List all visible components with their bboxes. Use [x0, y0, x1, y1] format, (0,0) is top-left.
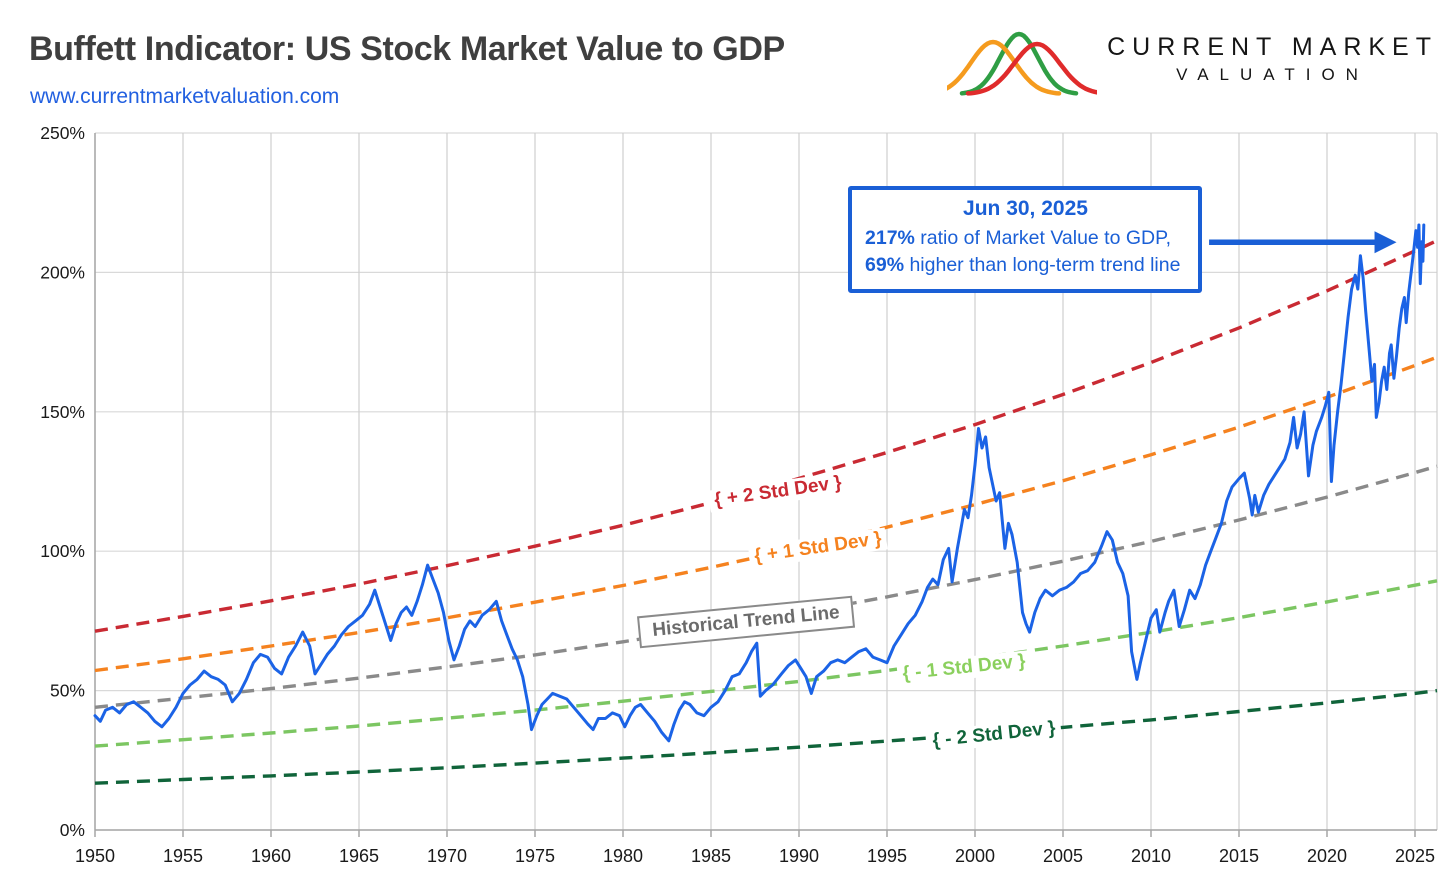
x-tick-label: 1955 [163, 846, 203, 866]
bell-curve [947, 39, 1062, 96]
x-tick-label: 1975 [515, 846, 555, 866]
annotation-date: Jun 30, 2025 [963, 197, 1088, 220]
x-tick-label: 1985 [691, 846, 731, 866]
annotation-line2-text: higher than long-term trend line [904, 253, 1181, 276]
series-line-historical-trend-line [94, 464, 1438, 709]
x-tick-label: 1970 [427, 846, 467, 866]
x-tick-label: 1990 [779, 846, 819, 866]
x-tick-label: 2005 [1043, 846, 1083, 866]
annotation-line1-value: 217% [865, 227, 915, 249]
x-tick-label: 2025 [1395, 846, 1435, 866]
series-line--1-std-dev [94, 579, 1438, 748]
logo-text: CURRENT MARKET VALUATION [1107, 33, 1438, 85]
x-tick-label: 2015 [1219, 846, 1259, 866]
series-line--2-std-dev [94, 239, 1438, 633]
x-tick-label: 2020 [1307, 846, 1347, 866]
y-tick-label: 250% [40, 123, 85, 143]
site-url-link[interactable]: www.currentmarketvaluation.com [30, 85, 340, 108]
x-tick-label: 1960 [251, 846, 291, 866]
x-tick-label: 1995 [867, 846, 907, 866]
y-tick-label: 200% [40, 262, 85, 282]
annotation-arrow-head [1374, 231, 1397, 254]
y-tick-label: 50% [50, 681, 85, 701]
x-tick-label: 1965 [339, 846, 379, 866]
annotation-line1: 217% ratio of Market Value to GDP, [865, 225, 1186, 252]
annotation-line2-value: 69% [865, 253, 905, 276]
page-title: Buffett Indicator: US Stock Market Value… [29, 30, 785, 68]
series-line-buffett-indicator [93, 223, 1426, 743]
y-tick-label: 150% [40, 402, 85, 422]
annotation-line2: 69% higher than long-term trend line [865, 252, 1186, 279]
x-tick-label: 1980 [603, 846, 643, 866]
bell-curve [959, 31, 1079, 96]
logo-line1: CURRENT MARKET [1107, 32, 1438, 61]
y-tick-label: 100% [40, 541, 85, 561]
x-tick-label: 2010 [1131, 846, 1171, 866]
y-tick-label: 0% [60, 820, 85, 840]
logo: CURRENT MARKET VALUATION [947, 16, 1438, 101]
bell-curves-icon [947, 31, 1098, 96]
logo-line2: VALUATION [1176, 64, 1369, 84]
annotation-line1-text: ratio of Market Value to GDP, [914, 227, 1172, 249]
series-line--2-std-dev [94, 688, 1438, 785]
bell-curve [965, 41, 1098, 96]
x-tick-label: 2000 [955, 846, 995, 866]
annotation-callout: Jun 30, 2025 217% ratio of Market Value … [848, 186, 1202, 293]
x-tick-label: 1950 [75, 846, 115, 866]
